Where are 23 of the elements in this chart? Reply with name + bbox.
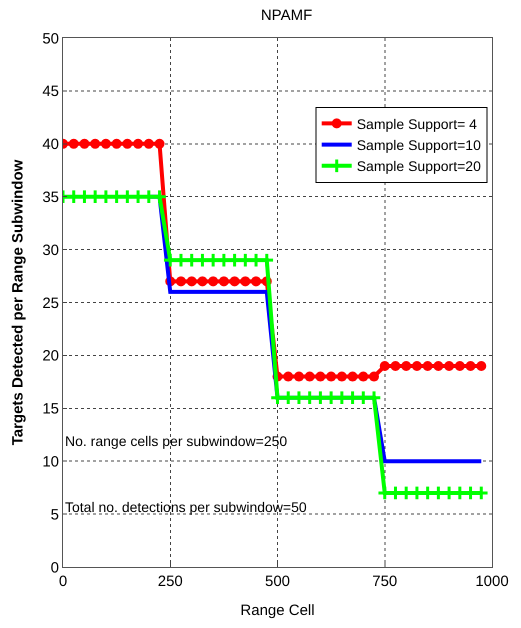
y-tick-label: 15 <box>42 400 59 418</box>
y-tick-label: 10 <box>42 453 59 470</box>
legend-label: Sample Support=10 <box>356 137 482 154</box>
legend-label: Sample Support= 4 <box>356 116 478 132</box>
x-tick-label: 750 <box>372 573 398 590</box>
y-tick-label: 45 <box>42 83 59 100</box>
x-tick-label: 1000 <box>475 573 509 590</box>
annotation: Total no. detections per subwindow=50 <box>65 499 307 515</box>
y-tick-label: 50 <box>42 30 59 48</box>
y-tick-label: 0 <box>50 559 59 576</box>
y-tick-label: 20 <box>42 348 59 365</box>
x-tick-label: 250 <box>158 573 183 590</box>
x-axis-title: Range Cell <box>240 602 315 619</box>
y-tick-label: 35 <box>42 188 59 206</box>
y-axis-title: Targets Detected per Range Subwindow <box>10 159 27 446</box>
annotation: No. range cells per subwindow=250 <box>65 433 288 449</box>
x-tick-label: 500 <box>264 573 290 590</box>
chart-title: NPAMF <box>260 6 312 24</box>
y-tick-label: 30 <box>42 242 59 259</box>
y-tick-label: 40 <box>42 136 59 154</box>
y-tick-label: 25 <box>42 294 59 312</box>
legend-label: Sample Support=20 <box>356 158 482 174</box>
y-tick-label: 5 <box>50 506 59 524</box>
